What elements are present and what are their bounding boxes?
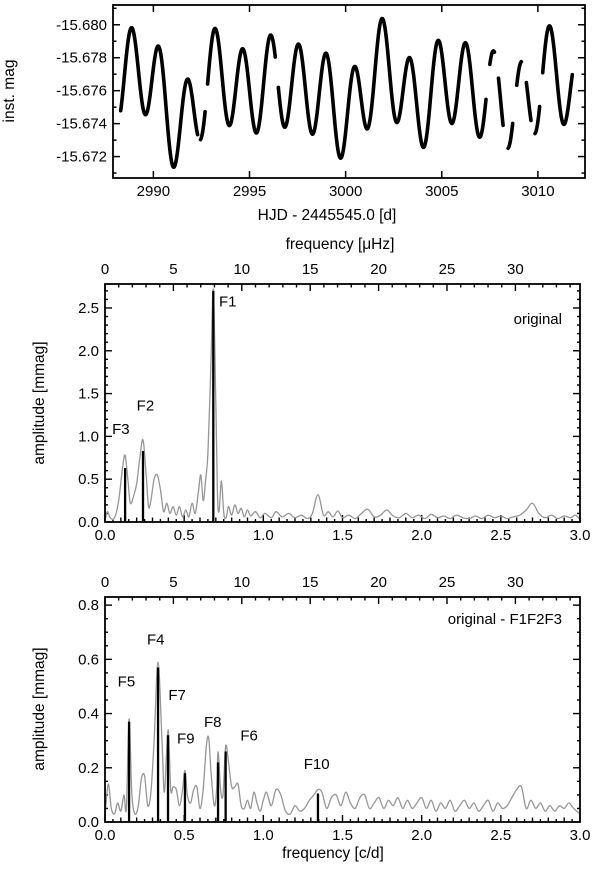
y-tick-label: 1.0 xyxy=(78,428,99,445)
x-tick-label: 0.5 xyxy=(174,827,195,844)
photometry-segment xyxy=(276,16,488,160)
lightcurve-x-axis-title: HJD - 2445545.0 [d] xyxy=(257,207,397,224)
y-tick-label: 0.4 xyxy=(78,706,99,723)
x-tick-label: 2990 xyxy=(137,183,170,200)
y-tick-label: -15.676 xyxy=(56,83,107,100)
x-tick-label: 0.0 xyxy=(95,827,116,844)
peak-label-F6: F6 xyxy=(240,728,258,745)
y-tick-label: 0.0 xyxy=(78,514,99,531)
y-tick-label: 1.5 xyxy=(78,386,99,403)
top-tick-label: 0 xyxy=(101,574,109,591)
peak-label-F3: F3 xyxy=(112,421,130,438)
x-tick-label: 3.0 xyxy=(570,827,591,844)
y-tick-label: -15.674 xyxy=(56,116,107,133)
spectrum-original-panel-frame xyxy=(104,283,581,523)
x-tick-label: 1.0 xyxy=(253,827,274,844)
spectrum1-top-axis-title: frequency [μHz] xyxy=(285,236,395,253)
x-tick-label: 1.5 xyxy=(332,527,353,544)
x-tick-label: 2.5 xyxy=(490,527,511,544)
x-tick-label: 1.5 xyxy=(332,827,353,844)
x-tick-label: 2995 xyxy=(233,183,266,200)
photometry-segment xyxy=(506,121,515,151)
spectrum1-y-axis-title: amplitude [mmag] xyxy=(31,341,48,465)
y-tick-label: 0.6 xyxy=(78,651,99,668)
photometry-segment xyxy=(205,26,278,135)
x-tick-label: 2.0 xyxy=(411,527,432,544)
y-tick-label: 0.2 xyxy=(78,760,99,777)
peak-label-F1: F1 xyxy=(219,293,237,310)
spectrum2-y-axis-title: amplitude [mmag] xyxy=(31,647,48,771)
top-tick-label: 30 xyxy=(507,574,524,591)
spectrum-curve xyxy=(104,288,581,521)
top-tick-label: 25 xyxy=(439,574,456,591)
x-tick-label: 1.0 xyxy=(253,527,274,544)
photometry-segment xyxy=(118,25,200,170)
peak-label-F4: F4 xyxy=(147,631,165,648)
spectrum1-legend: original xyxy=(513,311,562,328)
top-tick-label: 5 xyxy=(169,574,177,591)
top-tick-label: 25 xyxy=(439,261,456,278)
y-tick-label: -15.680 xyxy=(56,17,107,34)
spectrum2-x-axis-title: frequency [c/d] xyxy=(282,845,384,862)
photometry-segment xyxy=(514,59,524,88)
y-tick-label: 2.5 xyxy=(78,300,99,317)
photometry-segment xyxy=(540,24,575,127)
y-tick-label: 0.5 xyxy=(78,471,99,488)
peak-label-F10: F10 xyxy=(304,756,330,773)
x-tick-label: 3.0 xyxy=(570,527,591,544)
x-tick-label: 2.0 xyxy=(411,827,432,844)
spectrum-curve xyxy=(104,661,581,817)
y-tick-label: 0.8 xyxy=(78,597,99,614)
light-curve-frame xyxy=(112,4,586,179)
peak-label-F7: F7 xyxy=(168,687,186,704)
x-tick-label: 0.5 xyxy=(174,527,195,544)
top-tick-label: 15 xyxy=(302,574,319,591)
x-tick-label: 3000 xyxy=(329,183,362,200)
x-tick-label: 2.5 xyxy=(490,827,511,844)
photometry-segment xyxy=(533,104,542,136)
photometry-segment xyxy=(496,76,505,128)
x-tick-label: 3005 xyxy=(425,183,458,200)
top-tick-label: 30 xyxy=(507,261,524,278)
top-tick-label: 5 xyxy=(169,261,177,278)
spectrum2-legend: original - F1F2F3 xyxy=(447,611,562,628)
y-tick-label: -15.678 xyxy=(56,50,107,67)
top-tick-label: 10 xyxy=(233,261,250,278)
y-tick-label: -15.672 xyxy=(56,149,107,166)
photometry-segment xyxy=(198,109,207,142)
y-tick-label: 0.0 xyxy=(78,814,99,831)
peak-label-F2: F2 xyxy=(137,398,155,415)
peak-label-F9: F9 xyxy=(177,730,195,747)
y-tick-label: 2.0 xyxy=(78,343,99,360)
spectrum-original-panel: 0.0 0.5 1.0 1.5 2.0 2.5 3.0 0 5 10 15 20 25 30 0.0 0.5 1… xyxy=(78,261,590,544)
lightcurve-y-axis-title: inst. mag xyxy=(1,59,18,123)
photometry-segment xyxy=(524,80,533,123)
peak-label-F8: F8 xyxy=(204,714,222,731)
top-tick-label: 20 xyxy=(370,574,387,591)
x-tick-label: 0.0 xyxy=(95,527,116,544)
photometry-segment xyxy=(488,49,497,67)
x-tick-label: 3010 xyxy=(521,183,554,200)
light-curve-panel: 2990 2995 3000 3005 3010 -15.680 -15.678 -15.67… xyxy=(56,5,585,200)
light-curve-trace xyxy=(118,16,575,170)
top-tick-label: 15 xyxy=(302,261,319,278)
top-tick-label: 0 xyxy=(101,261,109,278)
peak-label-F5: F5 xyxy=(118,673,136,690)
spectrum-prewhitened-panel-frame xyxy=(104,596,581,823)
top-tick-label: 20 xyxy=(370,261,387,278)
top-tick-label: 10 xyxy=(233,574,250,591)
